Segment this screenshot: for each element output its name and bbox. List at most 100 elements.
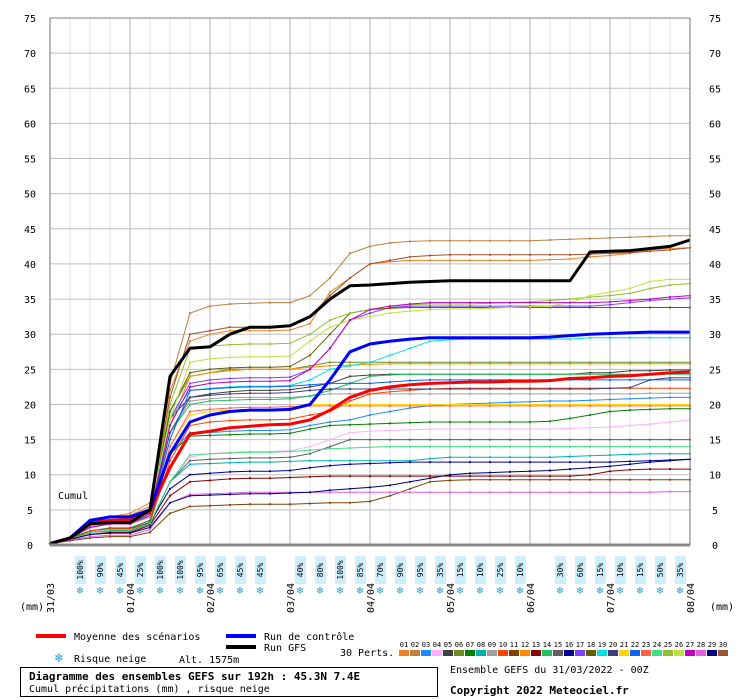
data-point: [268, 376, 272, 379]
data-point: [668, 248, 672, 251]
snowflake-icon: ❄: [256, 586, 264, 597]
data-point: [208, 371, 212, 374]
snow-risk-item: 25% ❄: [135, 556, 146, 597]
data-point: [568, 475, 572, 478]
data-point: [428, 475, 432, 478]
data-point: [328, 347, 332, 350]
data-point: [648, 438, 652, 441]
data-point: [208, 378, 212, 381]
snow-risk-item: 45% ❄: [235, 556, 246, 597]
data-point: [408, 387, 412, 391]
data-point: [328, 276, 332, 280]
data-point: [448, 428, 452, 431]
y-tick-label-left: 50: [24, 190, 36, 201]
data-point: [508, 362, 512, 365]
data-point: [648, 287, 652, 290]
data-point: [188, 340, 192, 343]
data-point: [608, 461, 612, 464]
perturbation-swatch: [432, 650, 442, 656]
data-point: [408, 475, 412, 478]
data-point: [668, 306, 672, 309]
data-point: [608, 254, 612, 257]
data-point: [188, 361, 192, 364]
data-point: [568, 417, 572, 420]
data-point: [268, 366, 272, 369]
data-point: [528, 400, 532, 403]
data-point: [408, 240, 412, 243]
data-point: [288, 388, 292, 391]
snowflake-icon: ❄: [316, 586, 324, 597]
data-point: [488, 239, 492, 242]
data-point: [348, 423, 352, 426]
data-point: [388, 494, 392, 497]
y-unit-right: (mm): [710, 602, 734, 613]
data-point: [668, 336, 672, 339]
data-point: [628, 287, 632, 290]
data-point: [408, 428, 412, 431]
data-point: [308, 452, 312, 455]
data-point: [228, 457, 232, 460]
data-point: [628, 292, 632, 295]
copyright: Copyright 2022 Meteociel.fr: [450, 684, 629, 697]
snowflake-icon: ❄: [396, 586, 404, 597]
data-point: [668, 378, 672, 381]
data-point: [228, 369, 232, 372]
data-point: [648, 336, 652, 339]
data-point: [268, 398, 272, 401]
data-point: [328, 501, 332, 504]
data-point: [488, 420, 492, 424]
data-point: [548, 456, 552, 459]
data-point: [568, 468, 572, 471]
data-point: [648, 408, 652, 411]
y-tick-label-left: 15: [24, 436, 36, 447]
data-point: [308, 322, 312, 325]
data-point: [328, 368, 332, 371]
data-point: [548, 491, 552, 494]
data-point: [208, 504, 212, 507]
data-point: [428, 480, 432, 483]
data-point: [288, 405, 292, 408]
data-point: [248, 302, 252, 305]
data-point: [428, 373, 432, 376]
data-point: [628, 460, 632, 463]
data-point: [288, 450, 292, 453]
y-tick-label-right: 60: [709, 119, 721, 130]
y-tick-label-left: 10: [24, 471, 36, 482]
data-point: [348, 501, 352, 504]
data-point: [468, 456, 472, 459]
data-point: [668, 490, 672, 493]
data-point: [108, 534, 112, 537]
data-point: [488, 253, 492, 256]
perturbation-swatch: [608, 650, 618, 656]
snow-risk-badge: [155, 556, 166, 584]
data-point: [228, 380, 232, 384]
data-point: [668, 295, 672, 299]
perturbation-number: 03: [422, 641, 430, 649]
perturbation-number: 19: [598, 641, 606, 649]
data-point: [188, 410, 192, 413]
data-point: [468, 461, 472, 464]
data-point: [308, 389, 312, 392]
data-point: [568, 491, 572, 494]
data-point: [328, 404, 332, 407]
data-point: [488, 475, 492, 478]
perturbation-number: 16: [565, 641, 573, 649]
data-point: [568, 338, 572, 341]
perturbation-legend: 01 02 03 04 05 06 07 08 09 10 11 12 13 14 15 16 17 18 19 20…: [399, 641, 728, 656]
snow-risk-item: 40% ❄: [295, 556, 306, 597]
snow-risk-badge: [295, 556, 306, 584]
snow-risk-label: 15%: [456, 563, 465, 578]
data-point: [188, 385, 192, 388]
data-point: [248, 385, 252, 388]
data-point: [88, 535, 92, 538]
data-point: [648, 369, 652, 372]
data-point: [508, 392, 512, 395]
data-point: [348, 418, 352, 421]
perturbation-swatch: [531, 650, 541, 656]
data-point: [428, 477, 432, 480]
data-point: [228, 329, 232, 332]
data-point: [428, 239, 432, 242]
data-point: [508, 253, 512, 256]
data-point: [588, 392, 592, 395]
perturbation-swatch: [575, 650, 585, 656]
